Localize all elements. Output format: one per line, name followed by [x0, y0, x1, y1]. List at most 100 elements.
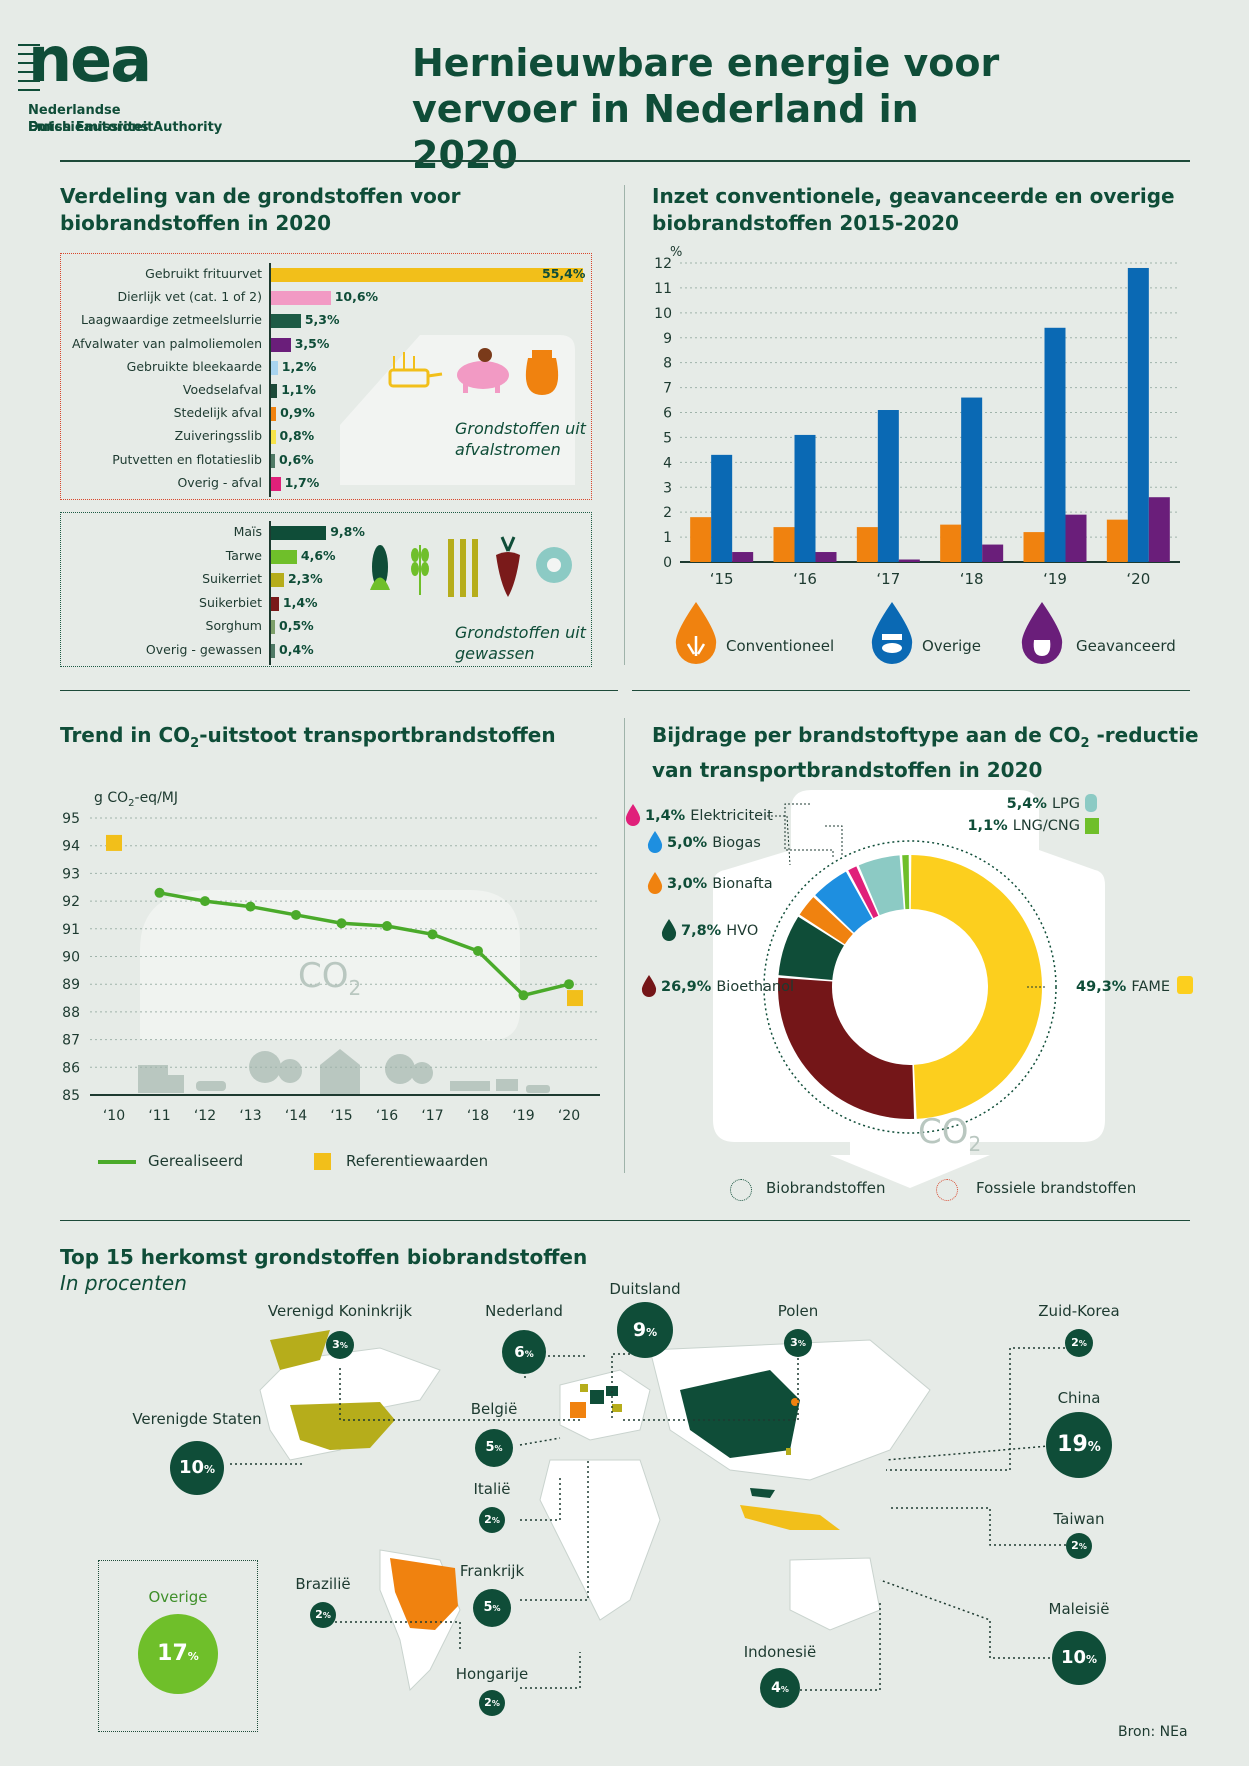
- fame-icon: [1177, 976, 1193, 994]
- fossil-legend-label: Fossiele brandstoffen: [976, 1179, 1137, 1197]
- waste-pictogram: [340, 335, 575, 485]
- reduction-title-sub: 2: [1080, 736, 1090, 751]
- usage-bar: [856, 527, 878, 562]
- feedstock-value-label: 3,5%: [294, 335, 330, 351]
- reference-point: [567, 990, 583, 1007]
- origin-subtitle: In procenten: [60, 1271, 187, 1295]
- feedstock-category-label: Afvalwater van palmoliemolen: [71, 335, 262, 351]
- trend-x-tick: ‘18: [467, 1108, 489, 1124]
- country-share-circle: 2%: [479, 1507, 505, 1533]
- reduction-co2-label: CO2: [918, 1112, 981, 1156]
- sugarbeet-icon: [496, 536, 520, 597]
- usage-y-tick: 6: [663, 406, 672, 422]
- usage-y-tick: 8: [663, 356, 672, 372]
- feedstock-bar: [271, 453, 275, 468]
- usage-y-tick: 2: [663, 505, 672, 521]
- feedstock-category-label: Voedselafval: [182, 382, 262, 397]
- reference-legend-swatch: [314, 1153, 331, 1170]
- trend-unit-pre: g CO: [94, 790, 129, 806]
- reduction-donut-chart: 1,4% Elektriciteit 5,0% Biogas 3,0% Bionaf…: [625, 790, 1193, 1188]
- realised-point: [245, 901, 256, 912]
- origin-title: Top 15 herkomst grondstoffen biobrandsto…: [60, 1245, 588, 1269]
- feedstock-bar: [271, 291, 331, 306]
- logo-line2: Dutch Emissions Authority: [28, 120, 223, 135]
- usage-bar: [1023, 532, 1045, 562]
- reduction-title-pre: Bijdrage per brandstoftype aan de CO: [652, 723, 1081, 747]
- country-name: Duitsland: [609, 1280, 681, 1298]
- crop-group-label-line1: Grondstoffen uit: [455, 623, 586, 642]
- percent-sign: %: [524, 1350, 534, 1360]
- country-share-value: 5: [485, 1440, 495, 1455]
- brazil-shape: [390, 1558, 458, 1630]
- trend-unit: g CO2-eq/MJ: [94, 790, 178, 809]
- percent-sign: %: [494, 1444, 503, 1453]
- hungary-shape: [612, 1404, 622, 1412]
- donut-label: 1,4% Elektriciteit: [645, 808, 773, 824]
- trend-y-tick: 91: [62, 922, 80, 938]
- country-share-value: 9: [632, 1319, 647, 1341]
- bio-legend-swatch: [730, 1179, 752, 1201]
- usage-bar: [1044, 327, 1066, 562]
- feedstock-bar: [271, 476, 281, 491]
- conventional-legend-label: Conventioneel: [726, 637, 835, 655]
- feedstock-bar: [271, 268, 583, 282]
- logo-word: nea: [28, 23, 152, 96]
- donut-label-icon: [625, 804, 641, 826]
- mid-rule-right: [632, 690, 1190, 691]
- lng-icon: [1085, 818, 1099, 834]
- donut-slice: [778, 916, 844, 980]
- donut-label: 5,0% Biogas: [667, 835, 761, 851]
- donut-label-icon: [641, 975, 657, 997]
- usage-bar: [711, 454, 733, 562]
- percent-sign: %: [491, 1516, 500, 1525]
- trend-line-chart: 85 86 87 88 89 90 91 92 93 94 95 ‘10 ‘11 ‘12 ‘13 ‘14 ‘15…: [62, 811, 600, 1124]
- donut-label-icon: [647, 831, 663, 853]
- section-divider-mid: [624, 718, 625, 1173]
- feedstock-value-label: 1,7%: [284, 474, 320, 490]
- donut-hole: [834, 911, 986, 1063]
- country-share-circle: 2%: [1066, 1533, 1092, 1559]
- feedstock-value-label: 1,4%: [282, 594, 318, 610]
- usage-y-tick: 4: [663, 455, 672, 471]
- country-name: Brazilië: [295, 1575, 351, 1593]
- trend-x-tick: ‘20: [558, 1108, 580, 1124]
- trend-unit-sub: 2: [128, 797, 135, 809]
- fossil-legend-swatch: [936, 1179, 958, 1201]
- country-name: Verenigd Koninkrijk: [267, 1302, 413, 1320]
- crop-group-label: Grondstoffen uit gewassen: [455, 622, 586, 664]
- trend-x-tick: ‘17: [421, 1108, 443, 1124]
- country-share-circle: 9%: [617, 1302, 673, 1358]
- percent-sign: %: [646, 1326, 658, 1339]
- feedstock-category-label: Gebruikte bleekaarde: [126, 358, 262, 374]
- trend-unit-post: -eq/MJ: [134, 790, 178, 806]
- trend-x-tick: ‘15: [330, 1108, 352, 1124]
- usage-bar: [1065, 514, 1087, 562]
- other-legend-icon: [868, 600, 916, 664]
- trend-y-tick: 88: [62, 1005, 80, 1021]
- trend-x-tick: ‘14: [285, 1108, 307, 1124]
- country-share-value: 6: [514, 1343, 525, 1361]
- realised-point: [518, 990, 529, 1001]
- usage-y-tick: 3: [663, 480, 672, 496]
- trend-y-tick: 94: [62, 839, 80, 855]
- feedstock-category-label: Suikerbiet: [199, 594, 262, 610]
- trend-title-sub: 2: [190, 736, 200, 751]
- realised-legend-label: Gerealiseerd: [148, 1152, 244, 1170]
- usage-y-tick: 1: [663, 530, 672, 546]
- realised-point: [382, 921, 392, 932]
- trend-title: Trend in CO2-uitstoot transportbrandstof…: [60, 722, 620, 757]
- feedstock-value-label: 0,4%: [279, 642, 314, 657]
- overige-value: 17: [157, 1641, 188, 1666]
- usage-bar: [815, 552, 837, 562]
- wheat-icon: [411, 545, 429, 595]
- page-title-line1: Hernieuwbare energie voor: [412, 41, 1000, 85]
- usage-bar: [940, 524, 962, 562]
- trend-co2-watermark: CO2: [298, 956, 361, 1000]
- country-share-value: 10: [178, 1457, 205, 1478]
- feedstock-value-label: 0,6%: [279, 451, 314, 467]
- feedstock-title-line1: Verdeling van de grondstoffen voor: [60, 184, 461, 208]
- country-share-circle: 6%: [502, 1330, 546, 1374]
- country-share-value: 4: [771, 1680, 781, 1696]
- feedstock-bar: [271, 526, 327, 540]
- overige-label: Overige: [148, 1588, 208, 1606]
